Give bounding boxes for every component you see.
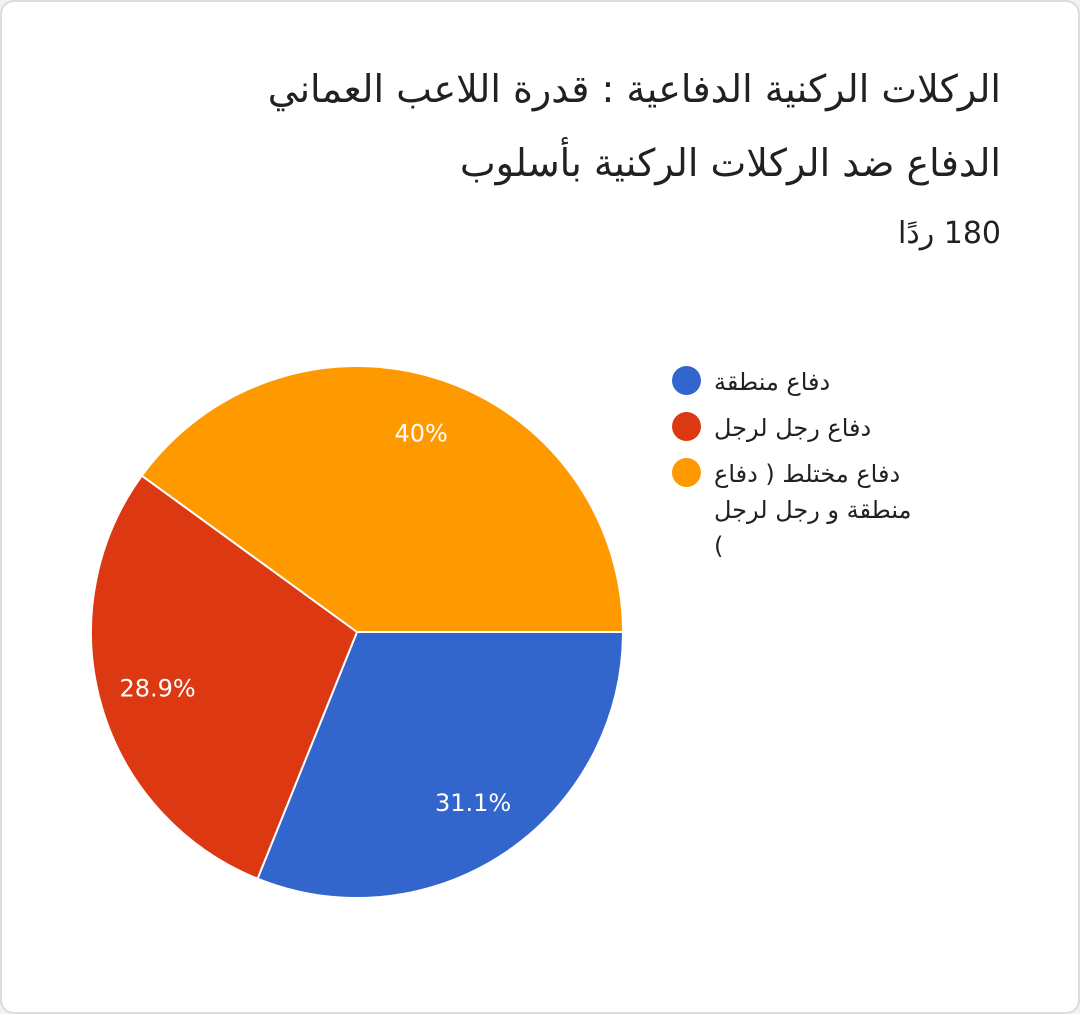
legend-item: دفاع منطقة xyxy=(672,364,912,400)
pie-slice xyxy=(140,365,625,633)
pie-slice xyxy=(256,631,625,899)
slice-label: 31.1% xyxy=(435,789,511,817)
legend-label: دفاع مختلط ( دفاع منطقة و رجل لرجل ) xyxy=(714,460,912,560)
legend-item: دفاع مختلط ( دفاع منطقة و رجل لرجل ) xyxy=(672,456,912,564)
legend-item: دفاع رجل لرجل xyxy=(672,410,912,446)
legend-swatch xyxy=(672,366,701,395)
slice-label: 40% xyxy=(394,420,447,448)
legend-swatch xyxy=(672,412,701,441)
legend-label: دفاع منطقة xyxy=(714,368,831,396)
pie-slice xyxy=(90,474,359,881)
slice-label: 28.9% xyxy=(119,674,195,702)
legend-swatch xyxy=(672,458,701,487)
chart-subtitle: 180 ردًا xyxy=(898,216,1001,251)
chart-title: الركلات الركنية الدفاعية : قدرة اللاعب ا… xyxy=(267,67,1001,185)
legend-label: دفاع رجل لرجل xyxy=(714,414,872,442)
